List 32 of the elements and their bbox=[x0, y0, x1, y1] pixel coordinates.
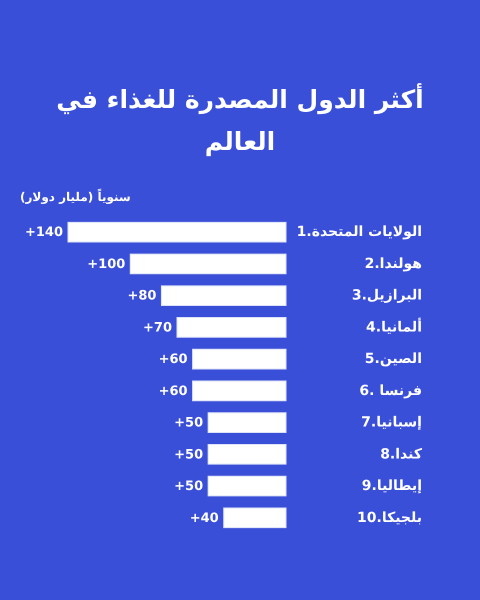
bar bbox=[68, 222, 286, 243]
bar bbox=[176, 317, 286, 338]
y-tick-label: 9.إيطاليا bbox=[362, 478, 422, 494]
bar bbox=[192, 380, 286, 402]
data-label: +40 bbox=[190, 510, 219, 526]
bar bbox=[130, 254, 286, 274]
y-tick-label: 1.الولايات المتحدة bbox=[296, 224, 422, 240]
data-label: +60 bbox=[158, 384, 188, 399]
data-label: +80 bbox=[127, 288, 156, 304]
data-label: +60 bbox=[158, 352, 188, 368]
data-label: +70 bbox=[143, 320, 172, 336]
y-tick-label: 7.إسبانيا bbox=[361, 414, 422, 431]
data-label: +100 bbox=[87, 256, 126, 272]
bar bbox=[192, 348, 286, 370]
data-label: +50 bbox=[174, 416, 204, 431]
chart-subtitle: (مليار دولار) سنوياً bbox=[20, 188, 131, 204]
data-label: +50 bbox=[174, 479, 204, 494]
data-label: +140 bbox=[24, 225, 63, 240]
bar bbox=[208, 476, 286, 496]
y-tick-label: 6. فرنسا bbox=[359, 382, 422, 399]
y-tick-label: 5.الصين bbox=[364, 351, 422, 368]
bar bbox=[208, 444, 286, 465]
y-tick-label: 3.البرازيل bbox=[352, 288, 422, 304]
y-tick-label: 8.كندا bbox=[380, 446, 423, 462]
chart-title: أكثر الدول المصدرة للغذاء في العالم bbox=[56, 83, 424, 157]
y-tick-label: 10.بلجيكا bbox=[357, 510, 422, 526]
y-tick-label: 4.ألمانيا bbox=[366, 317, 422, 336]
bar bbox=[160, 285, 286, 306]
bar bbox=[223, 507, 286, 528]
data-label: +50 bbox=[174, 447, 204, 462]
y-tick-label: 2.هولندا bbox=[364, 256, 422, 272]
bar bbox=[208, 412, 286, 433]
